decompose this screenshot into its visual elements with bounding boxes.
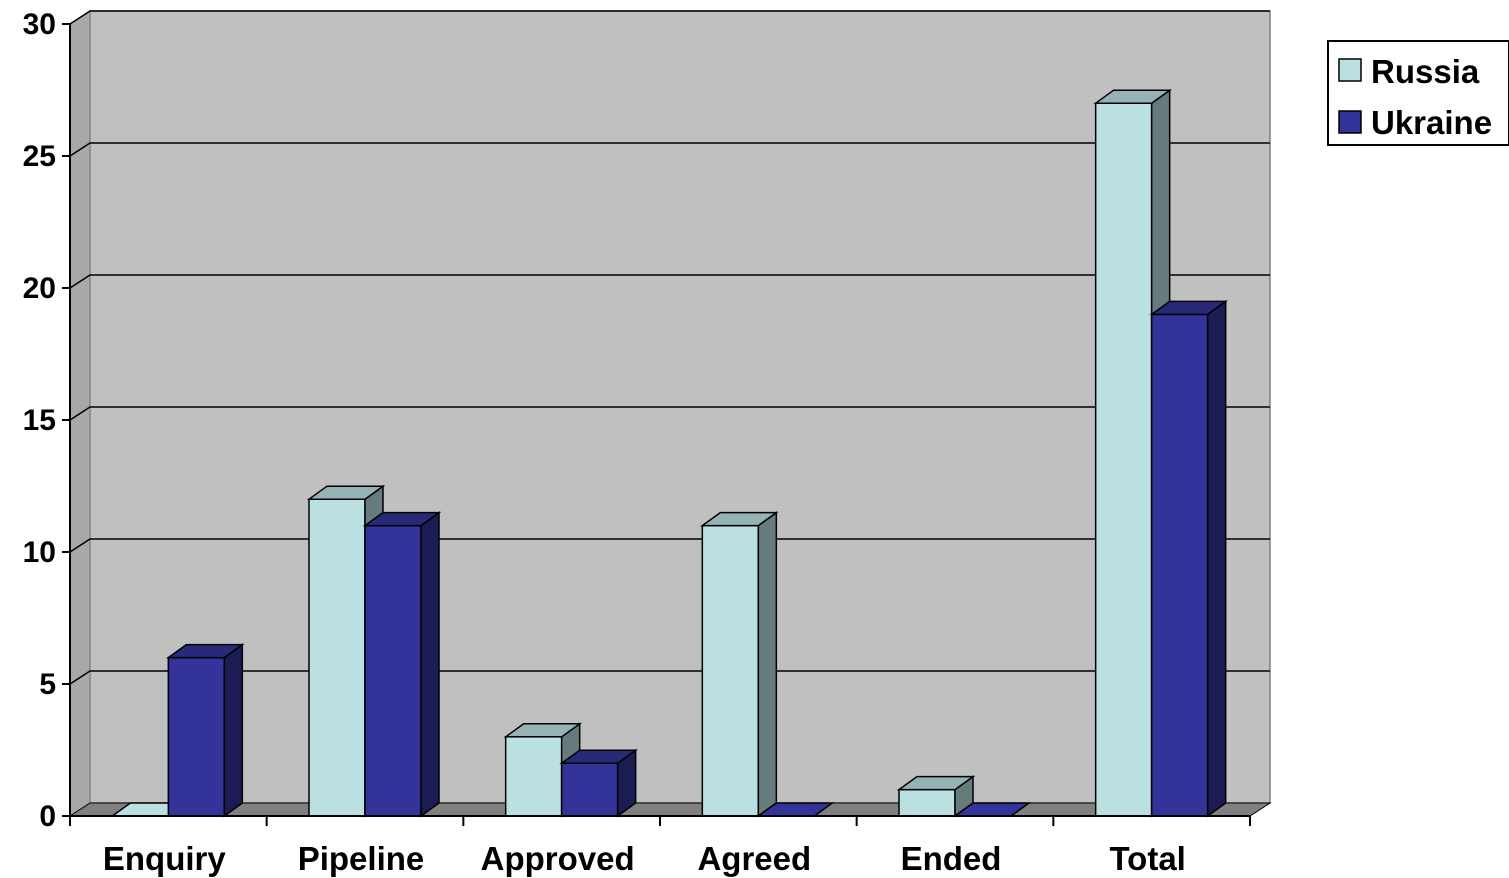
x-tick-label: Agreed — [697, 840, 811, 877]
gridline — [69, 670, 1270, 685]
bar-russia-ended — [896, 775, 976, 818]
bar-top — [896, 775, 976, 791]
bar-ukraine-pipeline — [362, 511, 442, 818]
bar-top — [362, 511, 442, 527]
y-tick-label: 15 — [23, 404, 56, 437]
bar-side — [757, 511, 778, 818]
legend-swatch-russia — [1338, 58, 1362, 82]
bar-top — [503, 723, 582, 738]
bar-front — [504, 736, 563, 817]
x-tick-label: Enquiry — [103, 840, 226, 877]
floor — [68, 802, 1272, 817]
chart-wall — [68, 10, 1272, 817]
y-tick-label: 25 — [23, 140, 56, 173]
legend-label-ukraine: Ukraine — [1371, 104, 1492, 141]
legend-swatch-ukraine — [1338, 110, 1362, 134]
bar-side — [420, 511, 440, 818]
bar-side — [223, 643, 244, 818]
bar-top — [306, 485, 386, 500]
y-tick-label: 20 — [23, 272, 56, 305]
bar-top — [559, 749, 638, 764]
bar-ukraine-approved — [559, 748, 638, 818]
bar-russia-agreed — [700, 511, 779, 818]
bar-top — [1149, 300, 1228, 316]
bar-side — [1206, 299, 1227, 818]
bar-top — [700, 511, 779, 527]
gridline — [69, 10, 1270, 25]
bar-ukraine-total — [1149, 299, 1228, 818]
x-axis-labels: Enquiry Pipeline Approved Agreed Ended Total — [103, 840, 1186, 877]
bar-front — [701, 524, 760, 817]
y-tick-label: 5 — [39, 668, 56, 701]
bar-top — [1093, 89, 1172, 104]
bar-front — [898, 788, 956, 817]
bars — [110, 88, 1228, 818]
bar-front — [308, 498, 366, 817]
bar-front — [167, 656, 226, 817]
y-tick-label: 30 — [23, 8, 56, 41]
bar-ukraine-enquiry — [166, 643, 245, 818]
bar-top — [166, 643, 245, 659]
bar-front — [364, 524, 422, 817]
gridlines — [69, 10, 1270, 685]
x-tick-label: Total — [1109, 840, 1185, 877]
gridline — [69, 538, 1270, 553]
y-axis-ticks: 0 5 10 15 20 25 30 — [23, 8, 70, 833]
bar-front — [1094, 102, 1153, 817]
gridline — [69, 142, 1270, 157]
legend: Russia Ukraine — [1327, 40, 1509, 146]
x-tick-label: Pipeline — [298, 840, 425, 877]
x-tick-label: Ended — [901, 840, 1002, 877]
bar-front — [560, 762, 619, 817]
gridline — [69, 274, 1270, 289]
bar-front — [1150, 313, 1209, 817]
y-tick-label: 0 — [39, 800, 56, 833]
x-tick-label: Approved — [481, 840, 635, 877]
y-tick-label: 10 — [23, 536, 56, 569]
gridline — [69, 406, 1270, 421]
legend-label-russia: Russia — [1371, 53, 1480, 90]
